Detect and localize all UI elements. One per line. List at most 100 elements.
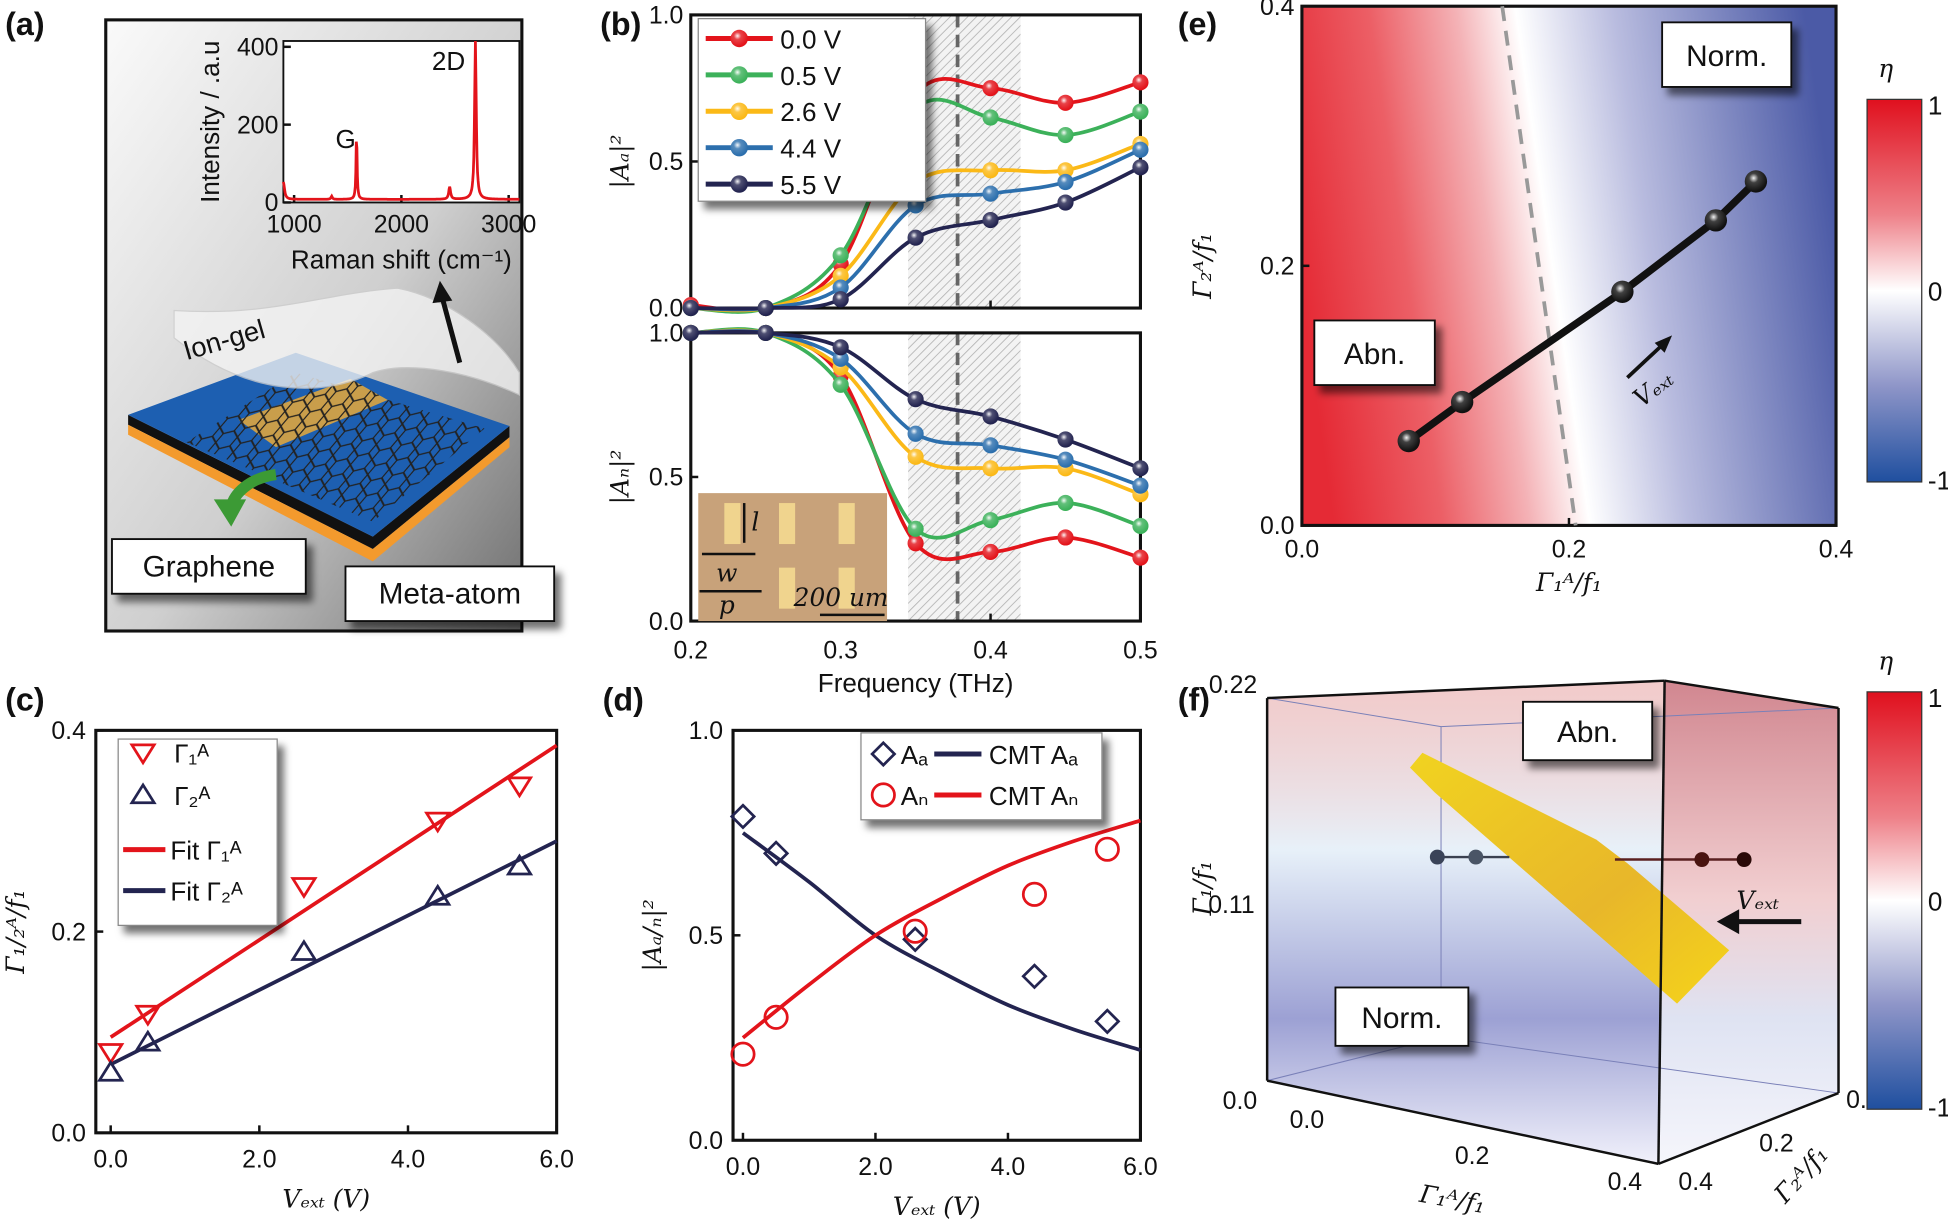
trajectory-point xyxy=(1468,849,1484,865)
marker-triangle-up xyxy=(424,883,452,906)
abnormal-label-box xyxy=(1522,700,1654,762)
graphene-label-box xyxy=(111,538,307,595)
marker-circle xyxy=(763,1004,789,1030)
data-point-highlight xyxy=(1057,94,1074,111)
panel-e-heatmap: 0.0 0.2 0.40.00.20.4VₑₓₜAbn.Norm.Γ₁ᴬ/f₁Γ₂ᴬ… xyxy=(1188,0,1948,597)
marker-diamond xyxy=(762,840,790,867)
l-label: l xyxy=(751,507,759,536)
colorbar-title: η xyxy=(1878,54,1893,83)
y-tick-label: 1.0 xyxy=(689,718,724,745)
data-point-highlight xyxy=(982,162,999,179)
abnormal-label: Abn. xyxy=(1557,716,1618,749)
abnormal-label-box xyxy=(1313,319,1436,386)
y-tick-label: 0.0 xyxy=(649,609,684,636)
panel-label-e: (e) xyxy=(1178,6,1217,42)
y-tick-label: 0.2 xyxy=(51,919,86,946)
colorbar-tick-label: 1 xyxy=(1928,683,1943,713)
cube-edge xyxy=(1664,679,1839,710)
phase-boundary-surface xyxy=(1409,752,1730,1004)
data-point-highlight xyxy=(832,350,849,367)
cube-back-edge xyxy=(1440,1036,1839,1094)
ion-gel-sheet xyxy=(173,287,521,396)
cube-edge xyxy=(1266,1079,1659,1166)
meta-atom-rect xyxy=(838,567,855,609)
marker-circle xyxy=(1094,836,1120,862)
data-point-highlight xyxy=(907,229,924,246)
y-tick-label: 0.0 xyxy=(689,1128,724,1155)
x-tick-label: 6.0 xyxy=(1123,1154,1158,1181)
y-tick-label: 0.0 xyxy=(51,1121,86,1148)
inset-bg xyxy=(283,40,520,203)
marker-circle xyxy=(902,918,928,944)
x-tick-label: 0.4 xyxy=(1608,1169,1643,1196)
phase-boundary-dashed-line xyxy=(1500,5,1578,526)
abnormal-label: Abn. xyxy=(1344,338,1405,371)
colorbar-tick-label: -1 xyxy=(1928,1093,1948,1123)
legend-marker-highlight xyxy=(730,29,748,48)
legend: Γ₁ᴬ Γ₂ᴬ Fit Γ₁ᴬ Fit Γ₂ᴬ xyxy=(117,738,278,926)
data-point-highlight xyxy=(1132,517,1149,535)
x-tick-label: 4.0 xyxy=(391,1147,426,1174)
marker-triangle-down xyxy=(290,877,318,899)
data-point-highlight xyxy=(907,448,924,465)
panel-label-b: (b) xyxy=(600,6,641,42)
x-tick-label: 2.0 xyxy=(242,1147,277,1174)
legend-label: 0.0 V xyxy=(780,24,841,54)
meta-atom-label-box xyxy=(344,565,556,622)
marker-circle xyxy=(870,782,896,808)
y-axis-label: Intensity / .a.u xyxy=(195,41,225,203)
marker-triangle-up xyxy=(290,939,318,961)
marker-circle xyxy=(730,1041,756,1067)
data-point-highlight xyxy=(907,535,924,552)
data-point-highlight xyxy=(982,460,999,477)
fit-line xyxy=(741,831,1141,1052)
raman-inset-chart: 1000 2000 3000 0 200 400 G 2D Raman shift (cm⁻¹)… xyxy=(195,35,536,275)
marker-triangle-down xyxy=(505,776,534,799)
marker-diamond xyxy=(729,803,757,830)
data-point-highlight xyxy=(1132,159,1149,176)
panel-b-bottom-chart: 0.2 0.3 0.4 0.5 0.0 0.5 1.0 |Aₙ|² Frequency (THz… xyxy=(606,321,1158,698)
y-tick-label: 400 xyxy=(237,35,278,62)
x-tick-label: 0.2 xyxy=(674,637,709,664)
y-tick-label: 0.4 xyxy=(51,718,86,745)
panel-a-device-schematic: Ion-gel Graphene Meta-atom 1000 2000 30000… xyxy=(104,18,556,633)
data-point-highlight xyxy=(982,543,999,560)
legend-label: Fit Γ₂ᴬ xyxy=(170,877,243,907)
p-label: p xyxy=(719,591,735,620)
data-point-highlight xyxy=(832,267,849,284)
data-point-highlight xyxy=(907,391,924,408)
colorbar-tick-label: -1 xyxy=(1928,465,1948,495)
x-tick-label: 0.0 xyxy=(726,1154,761,1181)
fit-line xyxy=(109,743,558,1039)
trajectory-point-highlight xyxy=(1450,390,1474,414)
panel-b-top-chart: 0.0 0.5 1.0 |Aₐ|² 0.0 V 0.5 V 2.6 V 4.4 V 5.5 V xyxy=(606,3,1149,323)
panel-d-chart: 0.0 2.0 4.0 6.0 0.0 0.5 1.0 Vₑₓₜ (V) |Aₐ/ₙ|² Aₐ Aₙ… xyxy=(638,718,1158,1221)
w-label: w xyxy=(716,558,737,587)
green-arrow-head-icon xyxy=(213,499,247,527)
legend-marker-highlight xyxy=(730,102,748,120)
raman-spectrum-line xyxy=(282,40,520,201)
y-axis-label: |Aₐ|² xyxy=(606,135,636,189)
legend-label: Γ₁ᴬ xyxy=(174,739,209,769)
x-axis-label: Vₑₓₜ (V) xyxy=(893,1192,981,1221)
legend-box xyxy=(117,738,278,926)
arrow-to-raman xyxy=(439,297,463,364)
x-axis-label: Γ₁ᴬ/f₁ xyxy=(1416,1179,1487,1219)
z-tick-label: 0.0 xyxy=(1223,1088,1258,1115)
x-tick-label: 0.2 xyxy=(1455,1143,1490,1170)
y-tick-label: 200 xyxy=(237,112,278,139)
panel-c-chart: 0.0 2.0 4.0 6.0 0.0 0.2 0.4 Vₑₓₜ (V) Γ₁/₂ᴬ/f₁ Γ₁ᴬ… xyxy=(1,718,574,1213)
marker-triangle-up xyxy=(97,1059,125,1082)
data-point-highlight xyxy=(1132,74,1149,91)
cube-back-edge xyxy=(1267,697,1442,728)
legend-marker-highlight xyxy=(730,66,748,84)
x-axis-label: Vₑₓₜ (V) xyxy=(282,1184,370,1213)
marker-triangle-down xyxy=(97,1043,125,1065)
data-point-highlight xyxy=(1057,431,1074,448)
y-tick-label: 1.0 xyxy=(649,3,684,30)
data-point-highlight xyxy=(682,324,699,341)
legend-label: 5.5 V xyxy=(780,170,841,200)
cube-edge xyxy=(1267,679,1665,700)
y-tick-label: 1.0 xyxy=(649,321,684,348)
x-tick-label: 3000 xyxy=(481,211,536,238)
